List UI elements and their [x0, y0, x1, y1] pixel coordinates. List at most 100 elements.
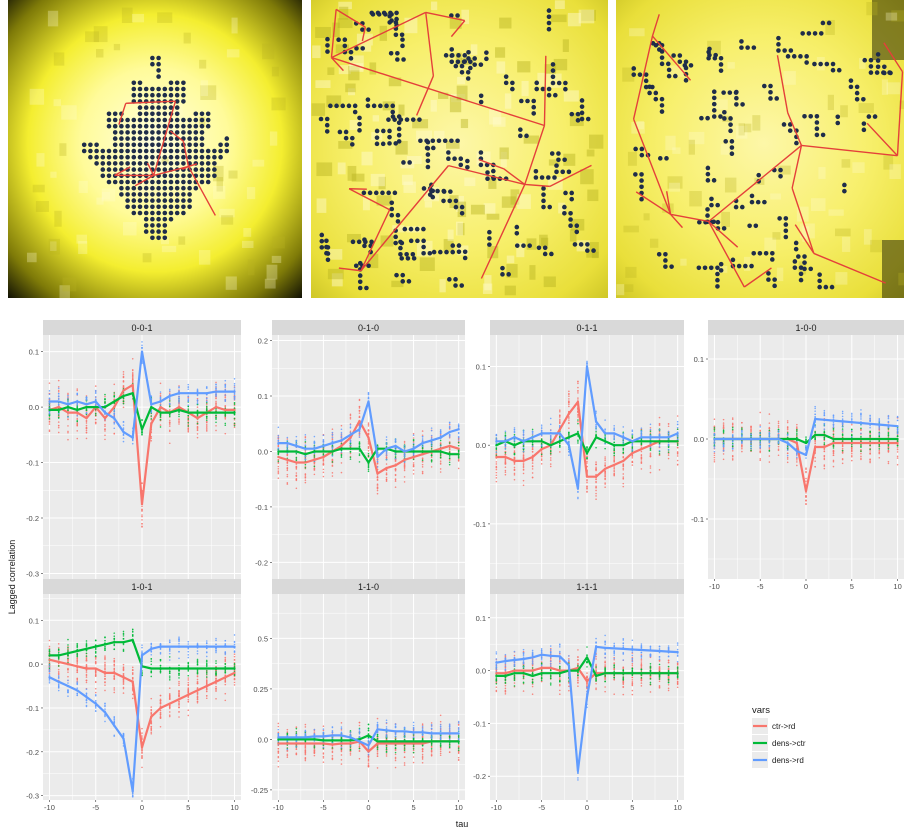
map-1 — [8, 0, 302, 299]
data-point — [215, 667, 217, 669]
data-point — [215, 412, 217, 414]
data-point — [658, 650, 660, 652]
data-point — [58, 400, 60, 402]
data-point — [887, 424, 889, 426]
data-point — [887, 438, 889, 440]
data-point — [768, 438, 770, 440]
data-point — [440, 740, 442, 742]
data-point — [532, 656, 534, 658]
data-point — [431, 450, 433, 452]
data-point — [367, 750, 369, 752]
data-point — [796, 442, 798, 444]
data-point — [394, 464, 396, 466]
x-tick-label: -10 — [44, 803, 55, 812]
y-tick-label: 0.5 — [258, 634, 268, 643]
data-point — [613, 464, 615, 466]
data-point — [532, 436, 534, 438]
legend-label: dens->ctr — [772, 739, 806, 748]
data-point — [349, 736, 351, 738]
data-point — [495, 440, 497, 442]
data-point — [196, 667, 198, 669]
data-point — [196, 645, 198, 647]
data-point — [385, 740, 387, 742]
data-point — [104, 711, 106, 713]
data-point — [860, 442, 862, 444]
data-point — [851, 442, 853, 444]
data-point — [349, 742, 351, 744]
data-point — [385, 448, 387, 450]
data-point — [577, 770, 579, 772]
data-point — [215, 681, 217, 683]
data-point — [896, 438, 898, 440]
data-point — [412, 448, 414, 450]
data-point — [304, 738, 306, 740]
data-point — [403, 450, 405, 452]
data-point — [842, 420, 844, 422]
data-point — [559, 655, 561, 657]
data-point — [187, 645, 189, 647]
data-point — [122, 389, 124, 391]
y-tick-label: 0.1 — [258, 392, 268, 401]
data-point — [495, 662, 497, 664]
y-tick-label: 0.2 — [258, 337, 268, 346]
data-point — [422, 742, 424, 744]
data-point — [577, 432, 579, 434]
data-point — [741, 438, 743, 440]
data-point — [178, 392, 180, 394]
data-point — [58, 654, 60, 656]
data-point — [658, 672, 660, 674]
x-tick-label: -10 — [491, 803, 502, 812]
data-point — [196, 689, 198, 691]
data-point — [832, 420, 834, 422]
y-tick-label: -0.1 — [26, 459, 39, 468]
data-point — [95, 645, 97, 647]
gridlines — [272, 594, 465, 800]
data-point — [577, 401, 579, 403]
data-point — [394, 730, 396, 732]
data-point — [878, 438, 880, 440]
data-point — [313, 459, 315, 461]
data-point — [187, 412, 189, 414]
data-point — [122, 641, 124, 643]
data-point — [277, 738, 279, 740]
data-point — [805, 454, 807, 456]
data-point — [159, 406, 161, 408]
data-point — [667, 650, 669, 652]
data-point — [104, 412, 106, 414]
y-tick-label: 0.0 — [258, 735, 268, 744]
data-point — [159, 645, 161, 647]
data-point — [304, 461, 306, 463]
data-point — [367, 734, 369, 736]
data-point — [649, 444, 651, 446]
data-point — [649, 436, 651, 438]
gridlines — [708, 335, 904, 579]
data-point — [394, 740, 396, 742]
data-point — [286, 442, 288, 444]
data-point — [340, 445, 342, 447]
data-point — [640, 436, 642, 438]
data-point — [159, 667, 161, 669]
data-point — [358, 420, 360, 422]
data-point — [132, 790, 134, 792]
data-point — [169, 667, 171, 669]
data-point — [376, 473, 378, 475]
map-3 — [616, 0, 904, 298]
data-point — [586, 680, 588, 682]
data-point — [449, 431, 451, 433]
data-point — [367, 744, 369, 746]
data-point — [541, 432, 543, 434]
data-point — [649, 649, 651, 651]
y-tick-label: -0.3 — [26, 569, 39, 578]
data-point — [550, 444, 552, 446]
data-point — [559, 669, 561, 671]
data-point — [233, 645, 235, 647]
data-point — [568, 664, 570, 666]
data-point — [595, 436, 597, 438]
data-point — [141, 428, 143, 430]
y-tick-label: 0.0 — [29, 403, 39, 412]
data-point — [169, 702, 171, 704]
data-point — [550, 432, 552, 434]
y-tick-label: -0.1 — [26, 704, 39, 713]
data-point — [76, 409, 78, 411]
data-point — [313, 448, 315, 450]
